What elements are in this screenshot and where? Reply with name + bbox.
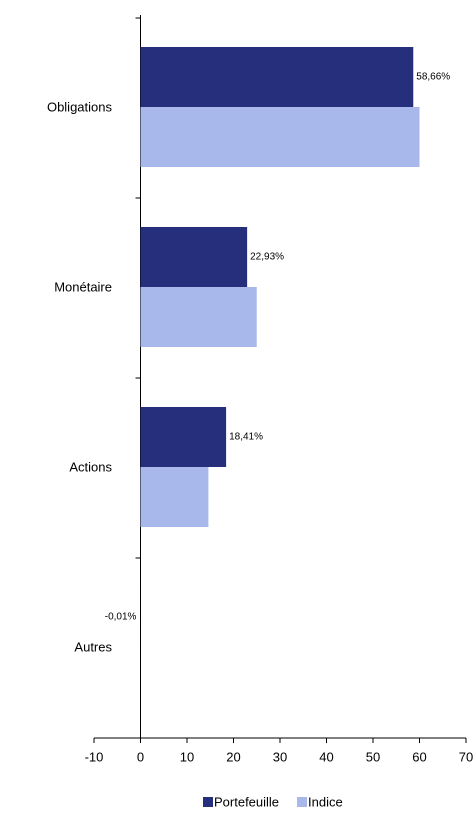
y-tick-label: Obligations bbox=[47, 99, 113, 114]
legend-swatch bbox=[203, 797, 213, 807]
y-tick-label: Autres bbox=[74, 639, 112, 654]
value-label: 22,93% bbox=[250, 252, 284, 263]
bar bbox=[141, 287, 257, 347]
value-label: -0,01% bbox=[105, 612, 137, 623]
x-tick-label: 20 bbox=[226, 749, 240, 764]
x-tick-label: 30 bbox=[273, 749, 287, 764]
y-tick-label: Actions bbox=[69, 459, 112, 474]
bar bbox=[141, 227, 248, 287]
x-tick-label: -10 bbox=[85, 749, 104, 764]
legend-label: Indice bbox=[308, 794, 343, 809]
bar bbox=[141, 107, 420, 167]
value-label: 18,41% bbox=[229, 432, 263, 443]
x-tick-label: 70 bbox=[459, 749, 473, 764]
value-label: 58,66% bbox=[416, 72, 450, 83]
bar bbox=[141, 467, 209, 527]
legend-swatch bbox=[297, 797, 307, 807]
legend-label: Portefeuille bbox=[214, 794, 279, 809]
bar bbox=[141, 407, 227, 467]
x-tick-label: 10 bbox=[180, 749, 194, 764]
x-tick-label: 0 bbox=[137, 749, 144, 764]
x-tick-label: 60 bbox=[412, 749, 426, 764]
y-tick-label: Monétaire bbox=[54, 279, 112, 294]
bar bbox=[141, 47, 414, 107]
x-tick-label: 40 bbox=[319, 749, 333, 764]
x-tick-label: 50 bbox=[366, 749, 380, 764]
